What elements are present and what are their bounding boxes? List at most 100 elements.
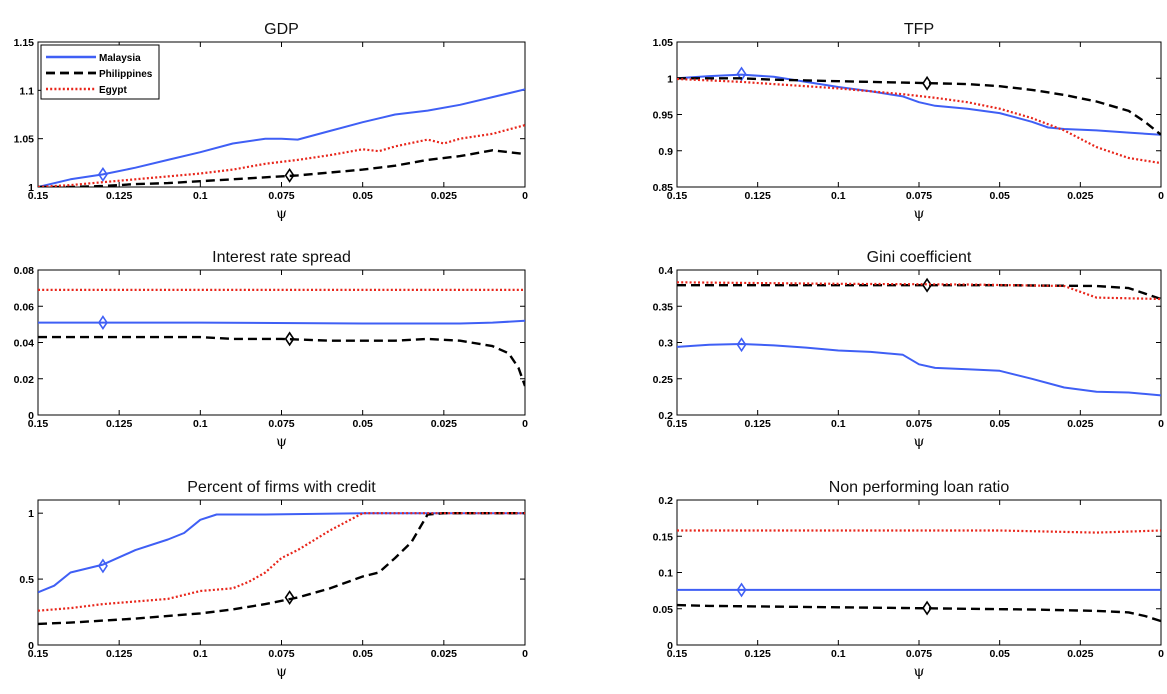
y-tick-label: 0.2 [658,495,673,507]
y-tick-label: 0 [28,640,34,652]
x-tick-label: 0.025 [1067,190,1093,202]
x-tick-label: 0.125 [745,190,771,202]
series-line-philippines [677,603,1161,623]
x-axis-label: ψ [276,206,287,222]
chart-panel: Interest rate spread 0.15 0.125 0.1 0.075 0.0… [14,249,529,450]
x-tick-label: 0.125 [106,418,132,430]
chart-title: Non performing loan ratio [829,479,1010,496]
chart-panel: Percent of firms with credit 0.15 0.125 0.1… [19,479,528,680]
x-tick-label: 0.15 [28,648,49,660]
x-tick-label: 0.15 [28,418,49,430]
x-tick-label: 0.025 [431,418,457,430]
x-tick-label: 0 [522,648,528,660]
chart-title: Interest rate spread [212,249,351,266]
x-tick-label: 0.125 [745,418,771,430]
plot-frame [37,269,526,416]
chart-title: Percent of firms with credit [187,479,376,496]
y-tick-label: 0 [28,410,34,422]
x-tick-label: 0.075 [906,190,932,202]
y-tick-label: 1 [28,182,34,194]
x-tick-label: 0.125 [106,190,132,202]
x-tick-label: 0.1 [193,190,208,202]
y-tick-label: 0.95 [653,110,674,122]
plot-frame [676,269,1162,416]
series-line-philippines [677,77,1161,136]
chart-title: GDP [264,21,299,38]
y-tick-label: 0.35 [653,301,674,313]
x-tick-label: 0.1 [193,648,208,660]
series-line-malaysia [38,319,525,325]
y-tick-label: 0.05 [653,604,674,616]
series-line-philippines [38,335,525,387]
x-tick-label: 0 [522,190,528,202]
chart-panel: Gini coefficient 0.15 0.125 0.1 0.075 0.05 0.0… [653,249,1165,450]
y-tick-label: 0.4 [658,265,673,277]
y-tick-label: 0.25 [653,374,674,386]
legend-label-egypt: Egypt [99,85,127,96]
x-tick-label: 0.025 [1067,648,1093,660]
x-tick-label: 0 [522,418,528,430]
series-line-malaysia [38,88,525,187]
x-tick-label: 0.05 [989,418,1010,430]
x-tick-label: 0.05 [352,648,373,660]
y-tick-label: 0.85 [653,182,674,194]
diamond-marker-malaysia [736,337,747,353]
diamond-marker-malaysia [97,315,108,331]
plot-frame [676,499,1162,646]
x-tick-label: 0.15 [667,648,688,660]
series-line-egypt [38,512,525,612]
x-tick-label: 0.025 [431,648,457,660]
chart-panel: TFP 0.15 0.125 0.1 0.075 0.05 0.025 0 0.85 0.9 0.9… [653,21,1165,222]
y-tick-label: 1.1 [19,85,34,97]
diamond-marker-philippines [284,167,295,183]
x-tick-label: 0.15 [667,190,688,202]
y-tick-label: 1 [667,73,673,85]
chart-title: Gini coefficient [867,249,972,266]
x-tick-label: 0.05 [989,190,1010,202]
diamond-marker-philippines [922,75,933,91]
series-line-malaysia [38,512,525,594]
x-tick-label: 0.1 [193,418,208,430]
x-tick-label: 0.125 [106,648,132,660]
diamond-marker-malaysia [97,558,108,574]
y-tick-label: 0.15 [653,531,674,543]
x-tick-label: 0.05 [989,648,1010,660]
chart-title: TFP [904,21,934,38]
x-axis-label: ψ [914,434,925,450]
x-tick-label: 0.075 [268,190,294,202]
y-tick-label: 0.1 [658,568,673,580]
legend-label-philippines: Philippines [99,69,153,80]
y-tick-label: 0.3 [658,338,673,350]
x-tick-label: 0.075 [268,648,294,660]
x-tick-label: 0 [1158,190,1164,202]
y-tick-label: 1.15 [14,37,35,49]
series-line-egypt [38,124,525,187]
series-line-egypt [677,281,1161,301]
x-tick-label: 0 [1158,648,1164,660]
x-tick-label: 0 [1158,418,1164,430]
series-line-philippines [38,512,525,626]
diamond-marker-philippines [284,331,295,347]
series-line-malaysia [677,73,1161,136]
x-tick-label: 0.15 [28,190,49,202]
chart-panel: Non performing loan ratio 0.15 0.125 0.1 0.0… [653,479,1165,680]
y-tick-label: 1.05 [653,37,674,49]
series-line-egypt [677,77,1161,165]
y-tick-label: 0.08 [14,265,35,277]
diamond-marker-philippines [922,600,933,616]
plot-frame [37,499,526,646]
x-axis-label: ψ [276,434,287,450]
series-line-philippines [38,149,525,187]
series-line-egypt [677,529,1161,534]
y-tick-label: 0.2 [658,410,673,422]
y-tick-label: 0 [667,640,673,652]
y-tick-label: 1.05 [14,134,35,146]
x-tick-label: 0.025 [1067,418,1093,430]
y-tick-label: 0.5 [19,574,34,586]
x-tick-label: 0.075 [268,418,294,430]
x-tick-label: 0.025 [431,190,457,202]
chart-panel: GDP 0.15 0.125 0.1 0.075 0.05 0.025 0 1 1.05 1.1 1.… [14,21,529,222]
y-tick-label: 0.04 [14,338,35,350]
